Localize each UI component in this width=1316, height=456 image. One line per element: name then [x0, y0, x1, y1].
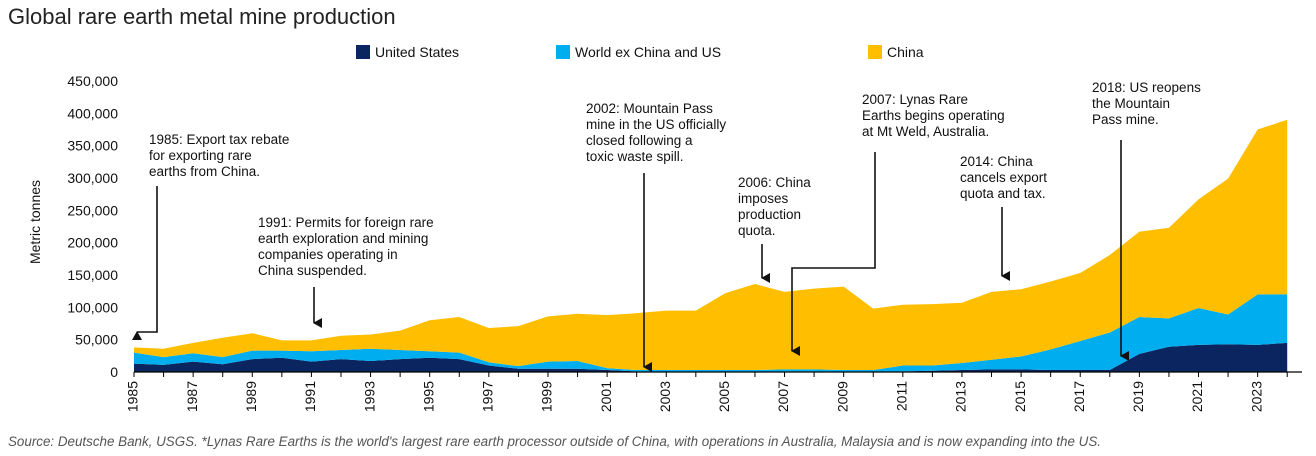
- annotation-text-1985: earths from China.: [149, 164, 260, 179]
- chart-title: Global rare earth metal mine production: [8, 4, 396, 29]
- x-tick-label: 1993: [361, 381, 377, 412]
- x-tick-label: 2011: [894, 381, 910, 411]
- annotation-text-1991: 1991: Permits for foreign rare: [258, 215, 434, 230]
- x-tick-label: 2003: [657, 381, 673, 412]
- x-tick-label: 2005: [716, 381, 732, 412]
- area-world-ex-china-and-us: [134, 294, 1288, 372]
- annotation-text-2006: 2006: China: [738, 175, 811, 190]
- x-tick-label: 2017: [1071, 381, 1087, 412]
- legend-label-world-ex-china-us: World ex China and US: [575, 44, 722, 60]
- y-tick-label: 100,000: [67, 299, 118, 315]
- legend-item-china: China: [868, 44, 924, 60]
- y-tick-label: 200,000: [67, 235, 118, 251]
- legend-item-world-ex-china-us: World ex China and US: [556, 44, 721, 60]
- legend-swatch-china: [868, 45, 882, 59]
- area-china: [134, 119, 1288, 371]
- legend-item-united-states: United States: [356, 44, 459, 60]
- x-tick-label: 2009: [834, 381, 850, 412]
- annotation-text-2014: 2014: China: [960, 154, 1033, 169]
- annotation-text-1991: China suspended.: [258, 263, 367, 278]
- annotation-text-2018: Pass mine.: [1092, 112, 1159, 127]
- annotation-text-2007: 2007: Lynas Rare: [862, 92, 968, 107]
- annotation-text-1985: 1985: Export tax rebate: [149, 132, 289, 147]
- y-tick-label: 300,000: [67, 170, 118, 186]
- x-tick-label: 1985: [125, 381, 141, 412]
- x-tick-label: 1997: [480, 381, 496, 412]
- x-tick-label: 1989: [243, 381, 259, 412]
- annotation-text-2018: 2018: US reopens: [1092, 80, 1201, 95]
- x-tick-label: 2015: [1012, 381, 1028, 412]
- source-note: Source: Deutsche Bank, USGS. *Lynas Rare…: [8, 434, 1101, 449]
- y-tick-label: 350,000: [67, 138, 118, 154]
- y-tick-label: 400,000: [67, 105, 118, 121]
- x-tick-label: 2023: [1248, 381, 1264, 412]
- annotation-text-1985: for exporting rare: [149, 148, 252, 163]
- y-tick-label: 150,000: [67, 267, 118, 283]
- annotation-arrow-1985: [132, 186, 158, 340]
- annotation-text-1991: companies operating in: [258, 247, 398, 262]
- legend-swatch-united-states: [356, 45, 370, 59]
- annotation-text-2007: Earths begins operating: [862, 108, 1005, 123]
- legend: United States World ex China and US Chin…: [0, 44, 1316, 66]
- annotation-text-2002: closed following a: [586, 133, 693, 148]
- annotation-text-2014: quota and tax.: [960, 186, 1046, 201]
- y-tick-label: 0: [110, 364, 118, 380]
- y-tick-label: 50,000: [75, 332, 118, 348]
- annotation-text-2018: the Mountain: [1092, 96, 1170, 111]
- legend-swatch-world-ex-china-us: [556, 45, 570, 59]
- legend-label-united-states: United States: [375, 44, 460, 60]
- y-axis-label: Metric tonnes: [27, 180, 43, 264]
- annotation-text-2014: cancels export: [960, 170, 1047, 185]
- annotation-text-2002: mine in the US officially: [586, 117, 726, 132]
- annotation-text-2006: imposes: [738, 191, 789, 206]
- x-tick-label: 1995: [420, 381, 436, 412]
- x-tick-label: 2007: [775, 381, 791, 412]
- y-tick-label: 450,000: [67, 73, 118, 89]
- x-tick-label: 1987: [184, 381, 200, 412]
- legend-label-china: China: [887, 44, 924, 60]
- x-tick-label: 2013: [953, 381, 969, 412]
- x-tick-label: 2019: [1130, 381, 1146, 412]
- x-tick-label: 1999: [539, 381, 555, 412]
- y-tick-label: 250,000: [67, 202, 118, 218]
- x-tick-label: 1991: [302, 381, 318, 412]
- x-tick-label: 2001: [598, 381, 614, 412]
- x-tick-label: 2021: [1189, 381, 1205, 412]
- area-united-states: [134, 342, 1288, 372]
- annotation-arrow-2007: [791, 152, 876, 356]
- annotation-text-1991: earth exploration and mining: [258, 231, 428, 246]
- annotation-text-2002: toxic waste spill.: [586, 149, 684, 164]
- annotation-text-2002: 2002: Mountain Pass: [586, 101, 713, 116]
- annotation-text-2006: production: [738, 207, 801, 222]
- annotation-text-2006: quota.: [738, 223, 776, 238]
- annotation-text-2007: at Mt Weld, Australia.: [862, 124, 989, 139]
